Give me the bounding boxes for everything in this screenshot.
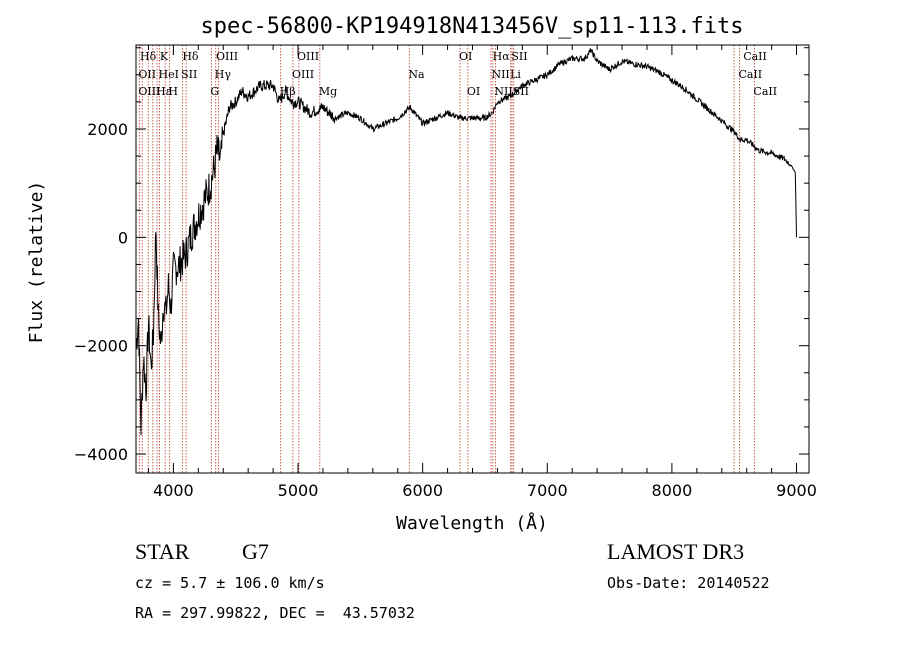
x-axis: 4000 5000 6000 7000 8000 9000 <box>147 45 817 500</box>
line-label: Mg <box>319 85 337 98</box>
y-tick-label: 2000 <box>87 120 128 139</box>
line-label: OIII <box>297 50 319 63</box>
object-class: STAR <box>135 539 190 564</box>
line-label: HeI <box>159 68 179 81</box>
line-label: Na <box>408 68 425 81</box>
x-tick-label: 4000 <box>153 481 194 500</box>
line-label: Hβ <box>280 85 296 98</box>
line-label: OI <box>459 50 472 63</box>
spectrum-line <box>135 48 797 436</box>
x-tick-label: 9000 <box>776 481 817 500</box>
chart-title: spec-56800-KP194918N413456V_sp11-113.fit… <box>200 14 743 39</box>
line-label: Hε <box>156 85 172 98</box>
x-tick-label: 5000 <box>278 481 319 500</box>
line-label: Li <box>510 68 521 81</box>
line-label: H <box>168 85 178 98</box>
line-label: Hγ <box>215 68 232 81</box>
y-axis-label: Flux (relative) <box>26 181 47 344</box>
y-axis: −4000 −2000 0 2000 <box>74 47 809 464</box>
y-tick-label: −2000 <box>74 337 128 356</box>
line-label: OIII <box>216 50 238 63</box>
y-tick-label: 0 <box>118 228 128 247</box>
line-label: SII <box>181 68 197 81</box>
x-tick-label: 6000 <box>402 481 443 500</box>
x-axis-label: Wavelength (Å) <box>396 512 548 534</box>
line-label: CaII <box>753 85 777 98</box>
object-subclass: G7 <box>242 539 269 564</box>
line-label: CaII <box>743 50 767 63</box>
line-label: Hδ <box>182 50 199 63</box>
line-label: OIII <box>292 68 314 81</box>
obs-date: Obs-Date: 20140522 <box>607 574 770 592</box>
line-label: OII <box>138 68 156 81</box>
line-markers <box>138 45 755 473</box>
line-label: OIII <box>138 85 160 98</box>
x-tick-label: 7000 <box>527 481 568 500</box>
line-label: NII <box>491 68 509 81</box>
coordinates: RA = 297.99822, DEC = 43.57032 <box>135 604 415 622</box>
redshift-value: cz = 5.7 ± 106.0 km/s <box>135 574 325 592</box>
line-label: CaII <box>738 68 762 81</box>
line-label: SII <box>511 50 527 63</box>
line-label: OI <box>467 85 480 98</box>
line-label: SII <box>513 85 529 98</box>
y-tick-label: −4000 <box>74 445 128 464</box>
line-label: Hα <box>493 50 511 63</box>
line-label: G <box>210 85 219 98</box>
survey-name: LAMOST DR3 <box>607 539 745 564</box>
line-label: K <box>160 50 169 63</box>
x-tick-label: 8000 <box>652 481 693 500</box>
line-label: Hδ <box>140 50 157 63</box>
